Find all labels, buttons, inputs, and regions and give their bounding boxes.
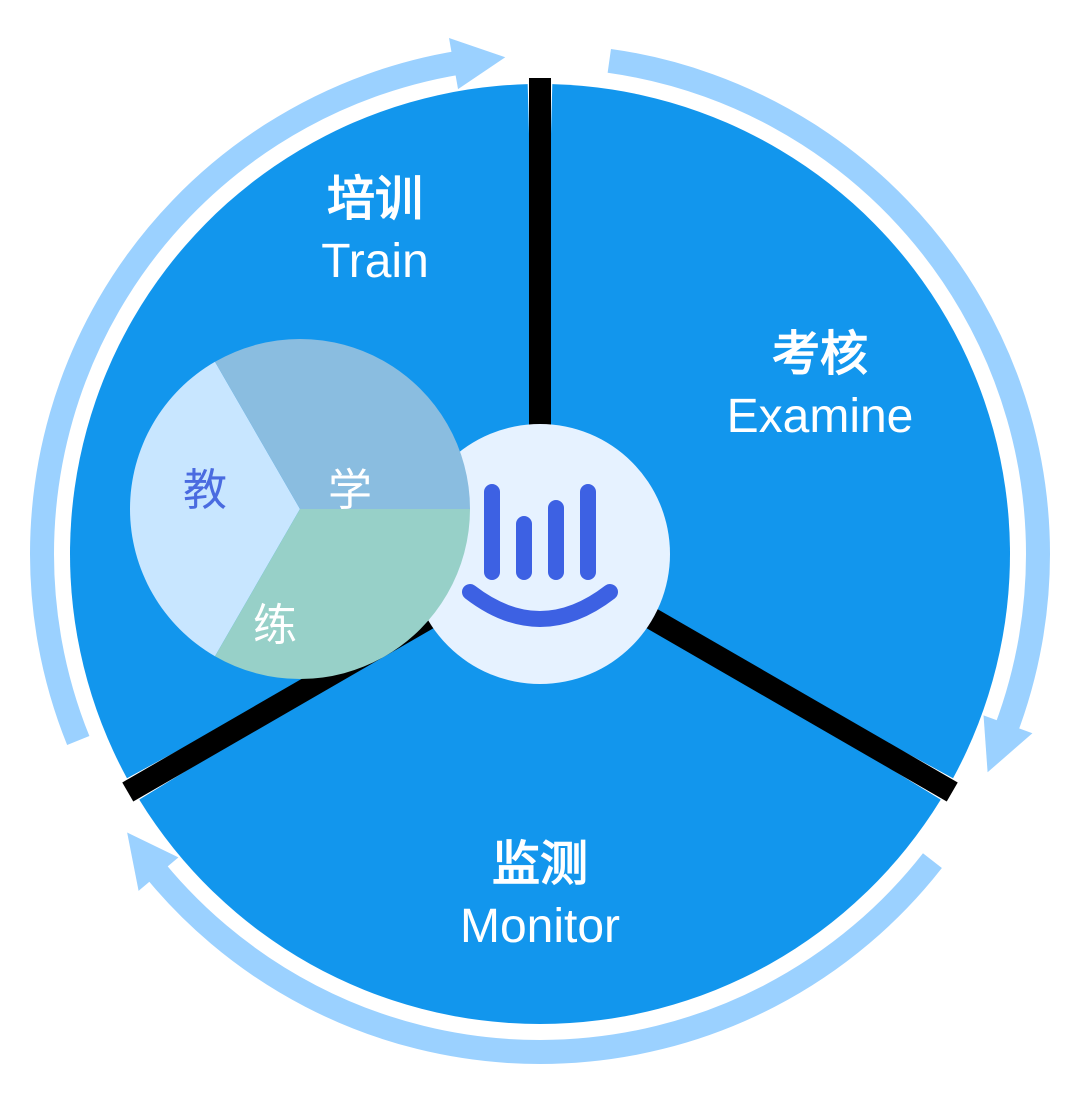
cycle-diagram: 培训 Train 考核 Examine 监测 Monitor 教 学 练 [20, 34, 1060, 1074]
sub-pie [130, 338, 470, 678]
diagram-svg [20, 34, 1060, 1074]
